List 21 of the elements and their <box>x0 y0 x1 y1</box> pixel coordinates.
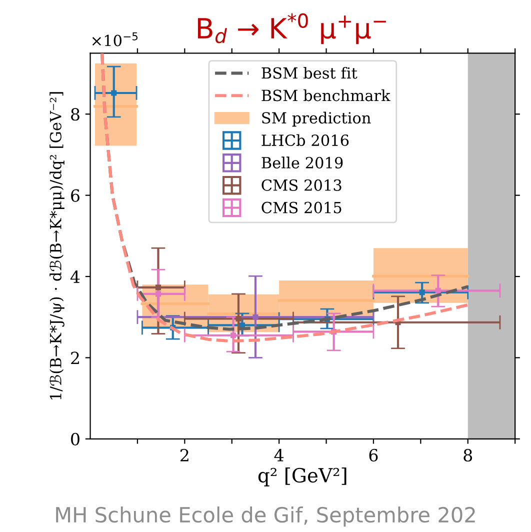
x-tick-label: 6 <box>369 448 378 462</box>
legend-label: BSM best fit <box>262 66 358 79</box>
y-tick-label: 8 <box>71 108 80 121</box>
y-tick-label: 0 <box>71 432 80 446</box>
y-axis-title: 1/ℬ(B→K*J/ψ) · dℬ(B→K*μμ)/dq² [GeV⁻²] <box>49 92 64 400</box>
legend-label: LHCb 2016 <box>262 134 349 146</box>
y-tick-label: 6 <box>71 189 80 202</box>
legend-label: BSM benchmark <box>262 89 390 102</box>
x-tick-label: 2 <box>180 448 188 462</box>
x-tick-label: 8 <box>464 448 472 462</box>
text: MH Schune Ecole de Gif, Septembre 202 <box>56 506 475 527</box>
legend-label: SM prediction <box>262 112 371 127</box>
legend-label: CMS 2015 <box>262 202 342 214</box>
y-tick-label: 4 <box>70 270 80 283</box>
chart-title: B$_{d}$ → K$^{*0}$ μ$^{+}$μ$^{−}$ <box>198 13 386 44</box>
legend-label: Belle 2019 <box>262 156 343 168</box>
x-axis-title: q² [GeV²] <box>258 468 346 486</box>
text: ×10$^{−5}$ <box>92 32 138 46</box>
y-tick-label: 2 <box>71 352 79 364</box>
legend-label: CMS 2013 <box>262 179 342 191</box>
x-tick-label: 4 <box>274 448 284 462</box>
